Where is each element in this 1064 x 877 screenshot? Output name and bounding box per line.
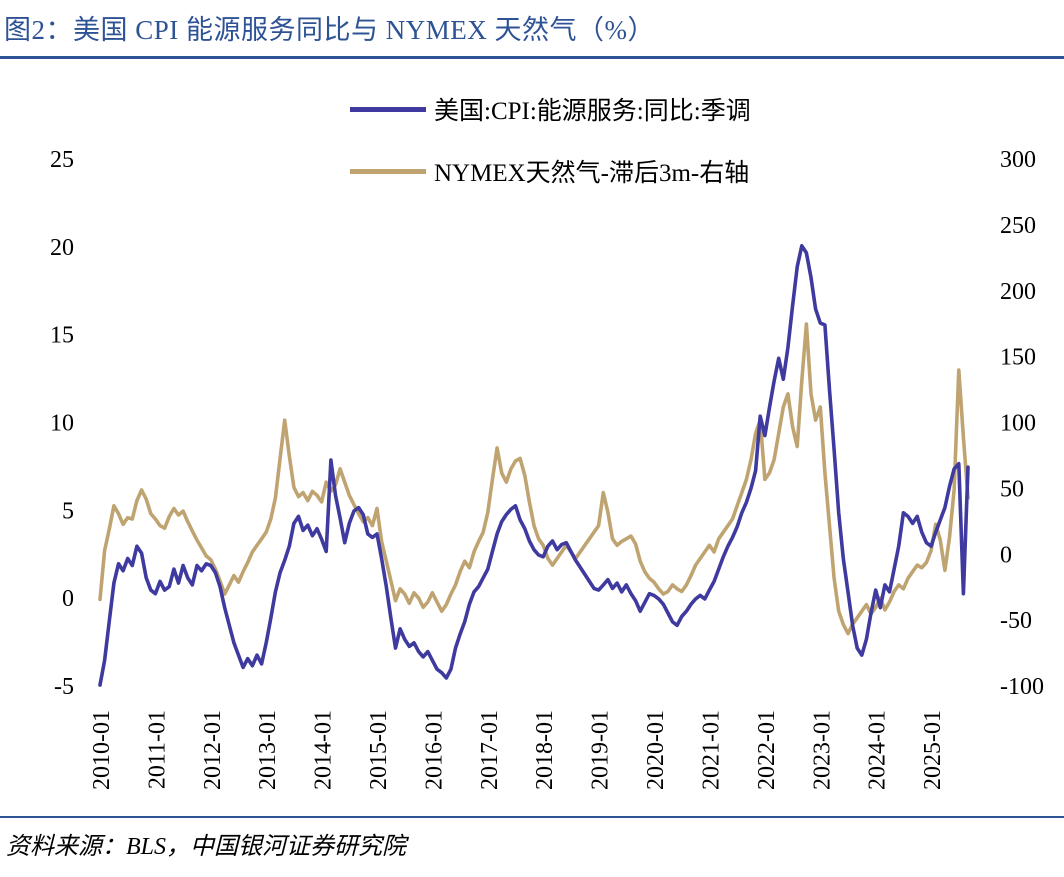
y-axis-tick-left: 15 [50,323,74,349]
x-axis-tick: 2019-01 [588,710,614,790]
y-axis-tick-right: 50 [1000,476,1024,502]
y-axis-tick-left: 10 [50,411,74,437]
y-axis-tick-right: -100 [1000,674,1044,700]
x-axis-tick: 2014-01 [311,710,337,790]
x-axis-tick: 2024-01 [865,710,891,790]
source-note: 资料来源：BLS，中国银河证券研究院 [6,834,407,860]
legend-label-nymex: NYMEX天然气-滞后3m-右轴 [434,160,750,187]
y-axis-tick-left: 25 [50,147,74,173]
x-axis-tick: 2022-01 [754,710,780,790]
y-axis-tick-right: -50 [1000,608,1032,634]
y-axis-tick-right: 150 [1000,345,1036,371]
legend-label-cpi: 美国:CPI:能源服务:同比:季调 [434,98,751,125]
y-axis-tick-left: 20 [50,235,74,261]
x-axis-tick: 2012-01 [200,710,226,790]
title-divider [0,56,1064,59]
x-axis-tick: 2023-01 [809,710,835,790]
y-axis-tick-right: 0 [1000,542,1012,568]
series-line-cpi [98,244,970,687]
legend-swatch-nymex [350,168,426,174]
footer-divider [0,816,1064,818]
y-axis-tick-right: 100 [1000,411,1036,437]
figure-title: 图2：美国 CPI 能源服务同比与 NYMEX 天然气（%） [4,15,656,45]
x-axis-tick: 2021-01 [698,710,724,790]
y-axis-tick-right: 200 [1000,279,1036,305]
legend-item-cpi: 美国:CPI:能源服务:同比:季调 [350,91,751,127]
legend-swatch-cpi [350,106,426,112]
x-axis-tick: 2011-01 [144,710,170,789]
x-axis-tick: 2016-01 [421,710,447,790]
y-axis-tick-left: 0 [62,586,74,612]
y-axis-tick-left: 5 [62,498,74,524]
y-axis-tick-right: 300 [1000,147,1036,173]
line-chart: 2520151050-5300250200150100500-50-100201… [50,147,1044,790]
y-axis-tick-right: 250 [1000,213,1036,239]
x-axis-tick: 2025-01 [920,710,946,790]
series-line-nymex [98,322,970,636]
x-axis-tick: 2013-01 [255,710,281,790]
x-axis-tick: 2018-01 [532,710,558,790]
x-axis-tick: 2010-01 [89,710,115,790]
y-axis-tick-left: -5 [54,674,74,700]
x-axis-tick: 2015-01 [366,710,392,790]
legend-item-nymex: NYMEX天然气-滞后3m-右轴 [350,153,749,189]
x-axis-tick: 2020-01 [643,710,669,790]
x-axis-tick: 2017-01 [477,710,503,790]
